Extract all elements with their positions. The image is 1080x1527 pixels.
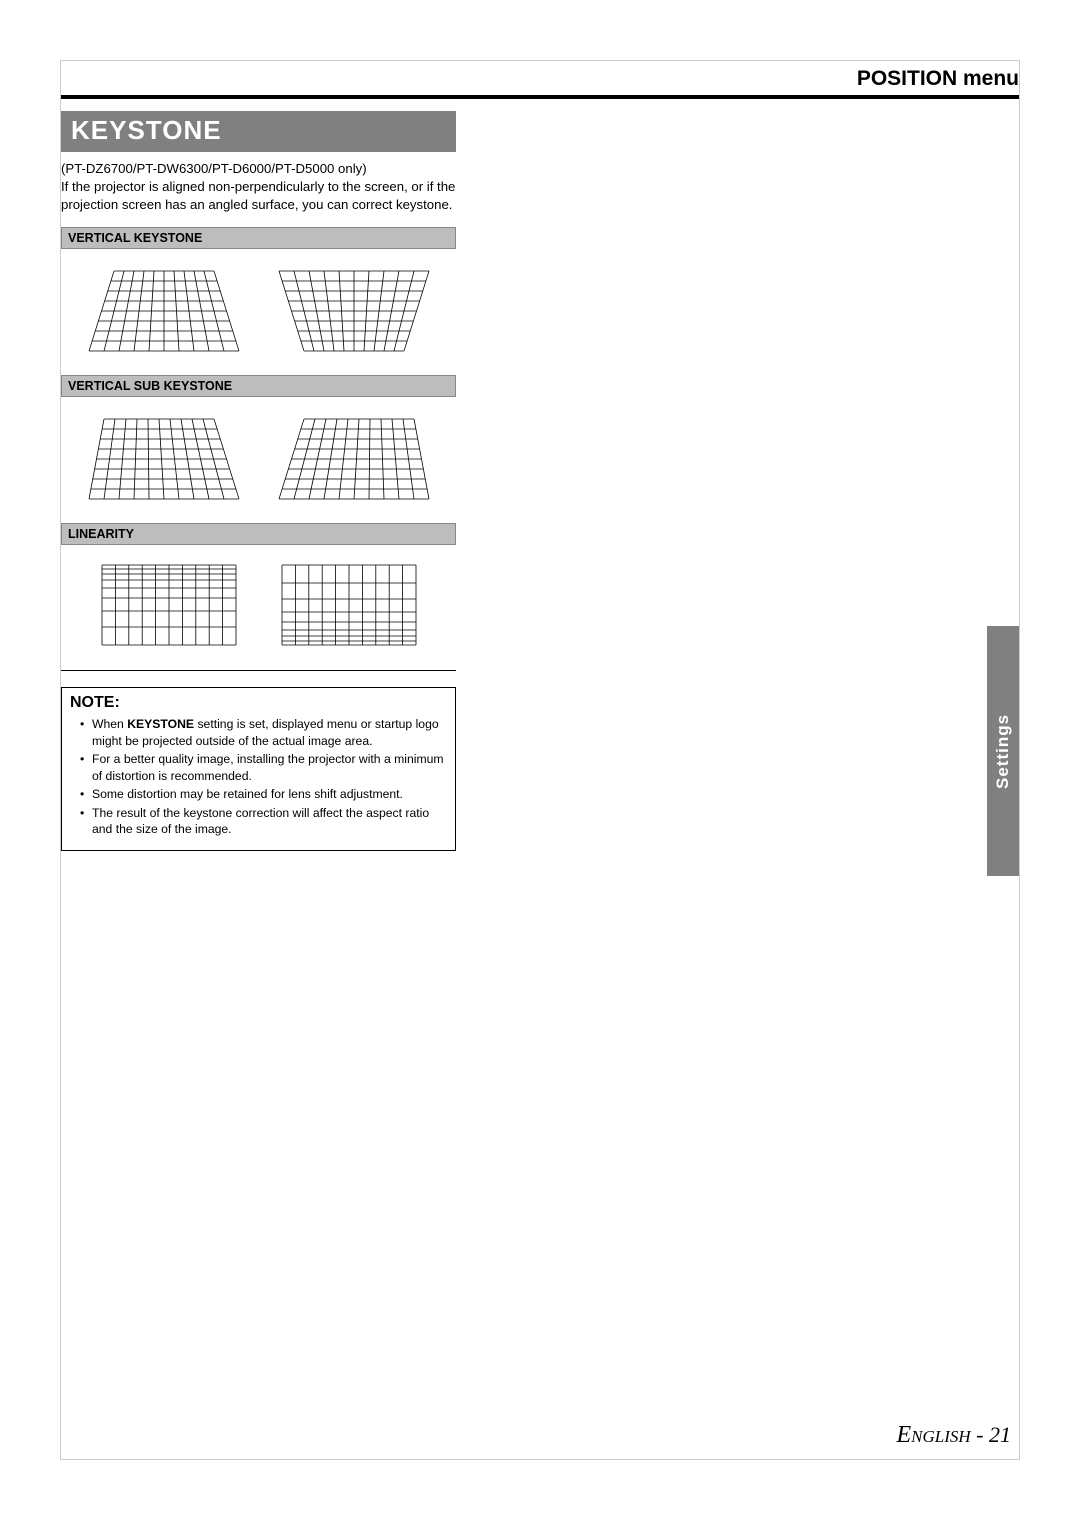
header-title: POSITION menu xyxy=(857,67,1019,91)
note-list: When KEYSTONE setting is set, displayed … xyxy=(70,716,447,837)
linearity-diagram-compressed-bottom xyxy=(274,557,424,652)
subheader-vertical-keystone: VERTICAL KEYSTONE xyxy=(61,227,456,249)
footer-page-number: 21 xyxy=(989,1422,1011,1447)
page-header: POSITION menu xyxy=(61,61,1019,99)
note-item: Some distortion may be retained for lens… xyxy=(92,786,447,802)
keystone-diagram-wide-bottom xyxy=(84,261,244,361)
footer-language: ENGLISH xyxy=(896,1422,970,1447)
keystone-diagram-wide-top xyxy=(274,261,434,361)
sub-keystone-diagram-left xyxy=(84,409,244,509)
note-item: When KEYSTONE setting is set, displayed … xyxy=(92,716,447,749)
content-column: KEYSTONE (PT-DZ6700/PT-DW6300/PT-D6000/P… xyxy=(61,99,486,851)
diagram-row-sub-keystone xyxy=(61,409,456,509)
note-item: For a better quality image, installing t… xyxy=(92,751,447,784)
diagram-row-linearity xyxy=(61,557,456,652)
page-footer: ENGLISH - 21 xyxy=(896,1422,1011,1449)
diagram-row-vertical-keystone xyxy=(61,261,456,361)
note-title: NOTE: xyxy=(70,694,447,712)
page: POSITION menu KEYSTONE (PT-DZ6700/PT-DW6… xyxy=(60,60,1020,1460)
subheader-vertical-sub-keystone: VERTICAL SUB KEYSTONE xyxy=(61,375,456,397)
subheader-linearity: LINEARITY xyxy=(61,523,456,545)
side-tab-settings: Settings xyxy=(987,626,1019,876)
sub-keystone-diagram-right xyxy=(274,409,434,509)
note-box: NOTE: When KEYSTONE setting is set, disp… xyxy=(61,687,456,850)
footer-separator: - xyxy=(971,1422,989,1447)
section-intro: (PT-DZ6700/PT-DW6300/PT-D6000/PT-D5000 o… xyxy=(61,160,456,213)
linearity-diagram-compressed-top xyxy=(94,557,244,652)
section-divider xyxy=(61,670,456,671)
section-badge-keystone: KEYSTONE xyxy=(61,111,456,152)
note-item: The result of the keystone correction wi… xyxy=(92,805,447,838)
